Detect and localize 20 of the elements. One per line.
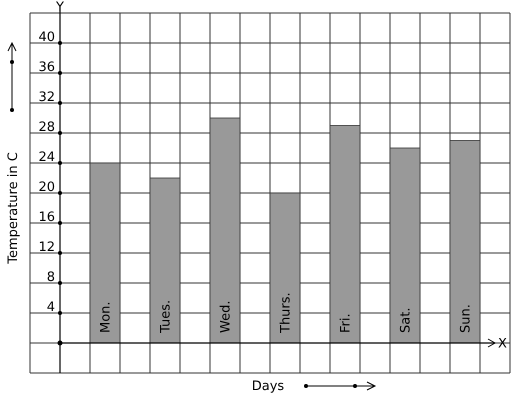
x-tick-label: Fri. [338, 313, 354, 333]
y-tick-label: 32 [38, 90, 55, 105]
x-tick-label: Sat. [398, 308, 414, 333]
annotation: Y [55, 0, 64, 15]
x-tick-label: Sun. [458, 304, 474, 333]
y-tick-label: 8 [46, 270, 55, 285]
x-tick-label: Tues. [158, 300, 174, 334]
y-tick-label: 36 [38, 60, 55, 75]
x-axis-title: Days [252, 379, 284, 394]
y-axis-title: Temperature in C [6, 152, 21, 265]
y-tick-label: 28 [38, 120, 55, 135]
y-tick-label: 12 [38, 240, 55, 255]
y-tick-label: 20 [38, 180, 55, 195]
y-tick-label: 16 [38, 210, 55, 225]
y-tick-label: 4 [46, 300, 55, 315]
x-tick-label: Wed. [218, 300, 234, 333]
x-tick-label: Thurs. [278, 292, 294, 334]
x-tick-label: Mon. [98, 301, 114, 333]
y-tick-label: 24 [38, 150, 55, 165]
y-tick-label: 40 [38, 30, 55, 45]
